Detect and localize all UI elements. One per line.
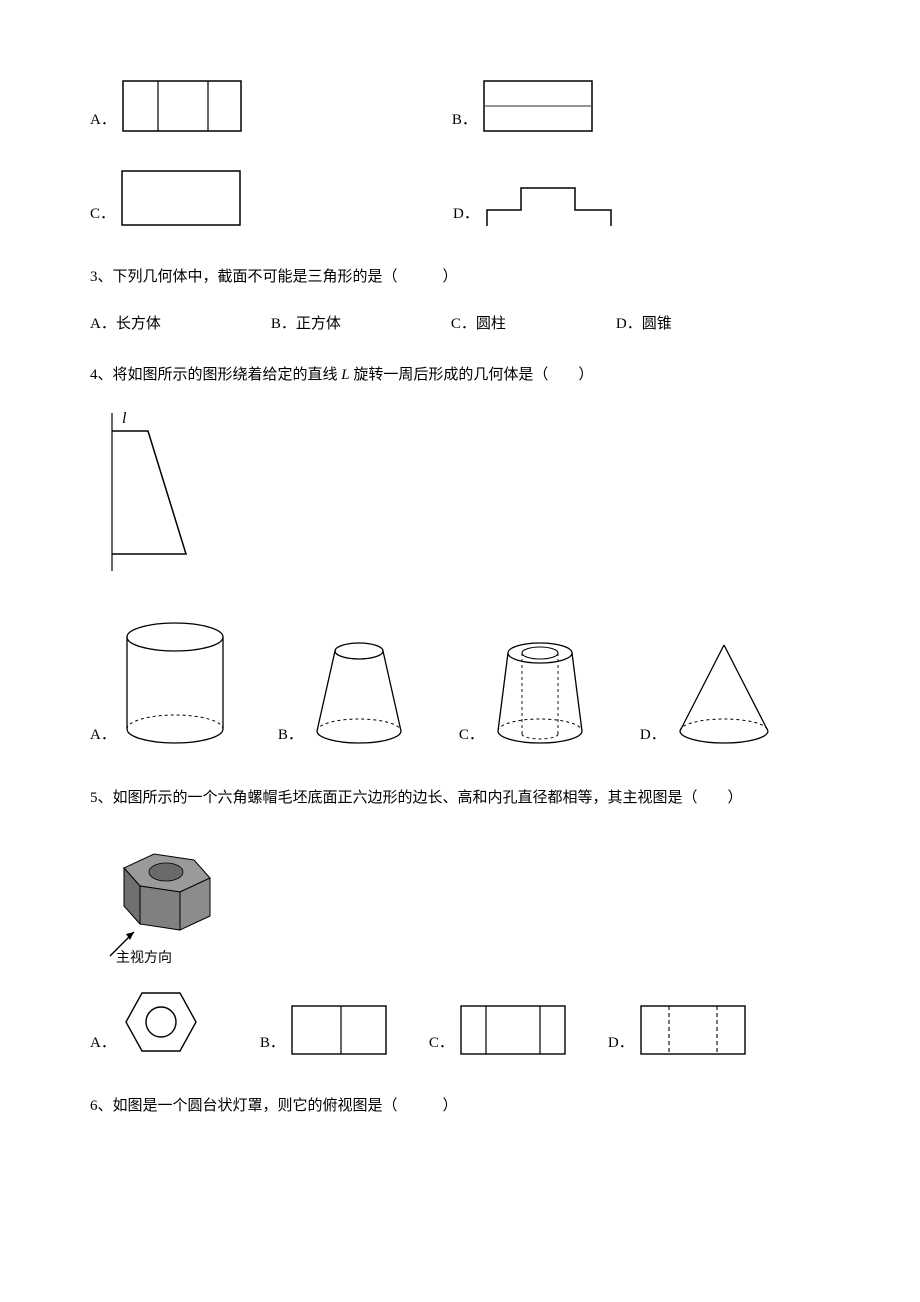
frustum-up-icon bbox=[309, 639, 409, 749]
option-label: C． bbox=[459, 722, 484, 749]
q5-option-c: C． bbox=[429, 1005, 568, 1057]
q4-options: A． B． C． bbox=[90, 619, 830, 749]
frustum-hollow-icon bbox=[490, 639, 590, 749]
option-label: B． bbox=[260, 1030, 285, 1057]
q5-option-a: A． bbox=[90, 987, 200, 1057]
q4-var: L bbox=[341, 367, 349, 383]
q3-option-d: D．圆锥 bbox=[616, 311, 672, 338]
q4-prefix: 4、将如图所示的图形绕着给定的直线 bbox=[90, 367, 341, 383]
t-shape-icon bbox=[485, 186, 615, 228]
q5-text: 5、如图所示的一个六角螺帽毛坯底面正六边形的边长、高和内孔直径都相等，其主视图是… bbox=[90, 785, 830, 812]
option-label: D． bbox=[640, 722, 666, 749]
rect-hsplit-icon bbox=[483, 80, 595, 134]
trapezoid-rotation-icon: l bbox=[90, 409, 210, 579]
rect-dashed-vsplit-icon bbox=[640, 1005, 748, 1057]
q5-option-d: D． bbox=[608, 1005, 748, 1057]
q4-option-d: D． bbox=[640, 641, 777, 749]
hexagon-circle-icon bbox=[122, 987, 200, 1057]
row1-cd: C． D． bbox=[90, 170, 830, 228]
q3-option-b: B．正方体 bbox=[271, 311, 341, 338]
option-label: A． bbox=[90, 107, 116, 134]
q5-option-b: B． bbox=[260, 1005, 389, 1057]
option-d-tshape: D． bbox=[453, 186, 615, 228]
q3-option-c: C．圆柱 bbox=[451, 311, 506, 338]
option-label: B． bbox=[452, 107, 477, 134]
q4-option-c: C． bbox=[459, 639, 590, 749]
option-label: C． bbox=[429, 1030, 454, 1057]
q4-option-a: A． bbox=[90, 619, 228, 749]
q4-option-b: B． bbox=[278, 639, 409, 749]
option-label: B． bbox=[278, 722, 303, 749]
option-label: C． bbox=[90, 201, 115, 228]
option-c-rect: C． bbox=[90, 170, 243, 228]
rect-three-vsplit-icon bbox=[460, 1005, 568, 1057]
option-label: A． bbox=[90, 1030, 116, 1057]
option-label: D． bbox=[608, 1030, 634, 1057]
q4-text: 4、将如图所示的图形绕着给定的直线 L 旋转一周后形成的几何体是（ ） bbox=[90, 362, 830, 389]
option-label: A． bbox=[90, 722, 116, 749]
rect-vsplit-icon bbox=[291, 1005, 389, 1057]
q5-figure: 主视方向 bbox=[90, 832, 830, 967]
view-direction-label: 主视方向 bbox=[116, 950, 172, 966]
axis-label-l: l bbox=[122, 410, 127, 427]
q3-options: A．长方体 B．正方体 C．圆柱 D．圆锥 bbox=[90, 311, 830, 338]
option-label: D． bbox=[453, 201, 479, 228]
cylinder-icon bbox=[122, 619, 228, 749]
option-a-rect3: A． bbox=[90, 80, 242, 134]
cone-icon bbox=[672, 641, 777, 749]
q5-options: A． B． C． D． bbox=[90, 987, 830, 1057]
rect-plain-icon bbox=[121, 170, 243, 228]
q4-figure: l bbox=[90, 409, 830, 579]
q4-suffix: 旋转一周后形成的几何体是（ ） bbox=[350, 367, 594, 383]
rect-three-panel-icon bbox=[122, 80, 242, 134]
hex-nut-icon: 主视方向 bbox=[90, 832, 235, 967]
option-b-rect-hline: B． bbox=[452, 80, 595, 134]
row1-ab: A． B． bbox=[90, 80, 830, 134]
q3-option-a: A．长方体 bbox=[90, 311, 161, 338]
q6-text: 6、如图是一个圆台状灯罩，则它的俯视图是（ ） bbox=[90, 1093, 830, 1120]
q3-text: 3、下列几何体中，截面不可能是三角形的是（ ） bbox=[90, 264, 830, 291]
